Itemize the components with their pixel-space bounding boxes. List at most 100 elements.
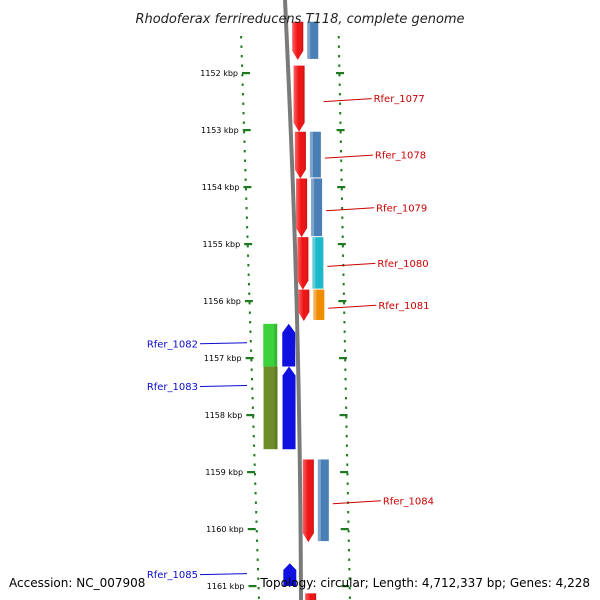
position-dot [254,492,257,495]
position-dot [246,226,249,229]
position-dot [245,216,248,219]
position-dot [250,378,253,381]
position-dot [256,539,259,542]
position-dot [346,482,349,485]
position-dot [345,425,348,428]
position-dot [337,45,340,48]
genome-backbone-line [283,0,303,600]
kbp-tick-mark-right [337,186,346,189]
gene-feature-block [317,459,329,542]
position-dot [244,169,247,172]
position-dot [347,530,350,533]
gene-label: Rfer_1077 [374,94,425,105]
position-dot [339,131,342,134]
position-dot [342,292,345,295]
gene-feature-block [312,237,324,289]
position-dot [348,558,351,561]
kbp-tick-label: 1161 kbp [207,582,245,591]
position-dot [348,577,351,580]
position-dot [253,444,256,447]
position-dot [254,482,257,485]
kbp-tick-mark-right [338,300,347,303]
kbp-tick-label: 1155 kbp [202,240,240,249]
gene-label: Rfer_1078 [375,151,426,162]
gene-feature-block [263,323,278,367]
gene-label-leader [327,262,376,267]
kbp-tick-scale: 1152 kbp 1153 kbp 1154 kbp 1155 kbp 1156 kbp… [200,69,350,591]
gene-label: Rfer_1085 [147,570,198,581]
gene-label-leader [199,573,248,576]
position-dot [343,330,346,333]
gene-label: Rfer_1082 [147,339,198,350]
position-dot [240,55,243,58]
gene-feature-block [313,289,325,320]
kbp-tick-label: 1152 kbp [200,69,238,78]
gene-label: Rfer_1083 [147,382,198,393]
kbp-tick-mark [242,129,251,132]
position-dot [344,378,347,381]
kbp-tick-mark [244,243,253,246]
position-dot [241,93,244,96]
position-dot [241,64,244,67]
gene-label: Rfer_1084 [383,496,434,507]
position-dot [242,112,245,115]
position-dot [242,121,245,124]
kbp-tick-mark-right [336,129,345,132]
position-dot [247,254,250,257]
position-dot [249,340,252,343]
position-dot [345,416,348,419]
kbp-tick-mark [247,528,256,531]
position-dot [344,359,347,362]
position-dot [338,64,341,67]
position-dot [246,245,249,248]
position-dot [346,454,349,457]
position-dot [338,74,341,77]
gene-feature-shade [274,323,278,367]
position-dot [343,311,346,314]
position-dot [344,387,347,390]
kbp-tick-label: 1154 kbp [202,183,240,192]
position-dot [340,169,343,172]
position-dot [341,216,344,219]
position-dots [240,36,351,599]
kbp-tick-mark [245,357,254,360]
position-dot [249,330,252,333]
gene-rfer-1081 [298,289,325,321]
position-dot [251,397,254,400]
position-dot [341,235,344,238]
gene-cds-shade [302,459,314,543]
position-dot [250,359,253,362]
position-dot [338,93,341,96]
position-dot [348,596,351,599]
position-dot [341,226,344,229]
position-dot [253,473,256,476]
kbp-tick-label: 1159 kbp [205,468,243,477]
position-dot [257,596,260,599]
position-dot [343,302,346,305]
position-dot [340,188,343,191]
position-dot [339,112,342,115]
gene-rfer-1086 [305,593,317,600]
kbp-tick-mark [244,300,253,303]
gene-feature-highlight [309,131,313,178]
position-dot [251,387,254,390]
position-dot [340,150,342,153]
position-dot [243,150,246,153]
gene-rfer-1085 [283,563,297,586]
position-dot [243,140,246,143]
kbp-tick-mark-right [339,414,348,417]
position-dot [348,587,351,590]
position-dot [245,207,248,210]
position-dot [340,159,343,162]
position-dot [249,321,252,324]
position-dot [256,549,259,552]
position-dot [339,140,342,143]
position-dot [243,131,246,134]
position-dot [346,473,349,476]
position-dot [346,492,349,495]
position-dot [255,530,258,533]
kbp-tick-label: 1160 kbp [206,525,244,534]
position-dot [347,549,350,552]
position-dot [242,102,245,105]
position-dot [240,45,243,48]
